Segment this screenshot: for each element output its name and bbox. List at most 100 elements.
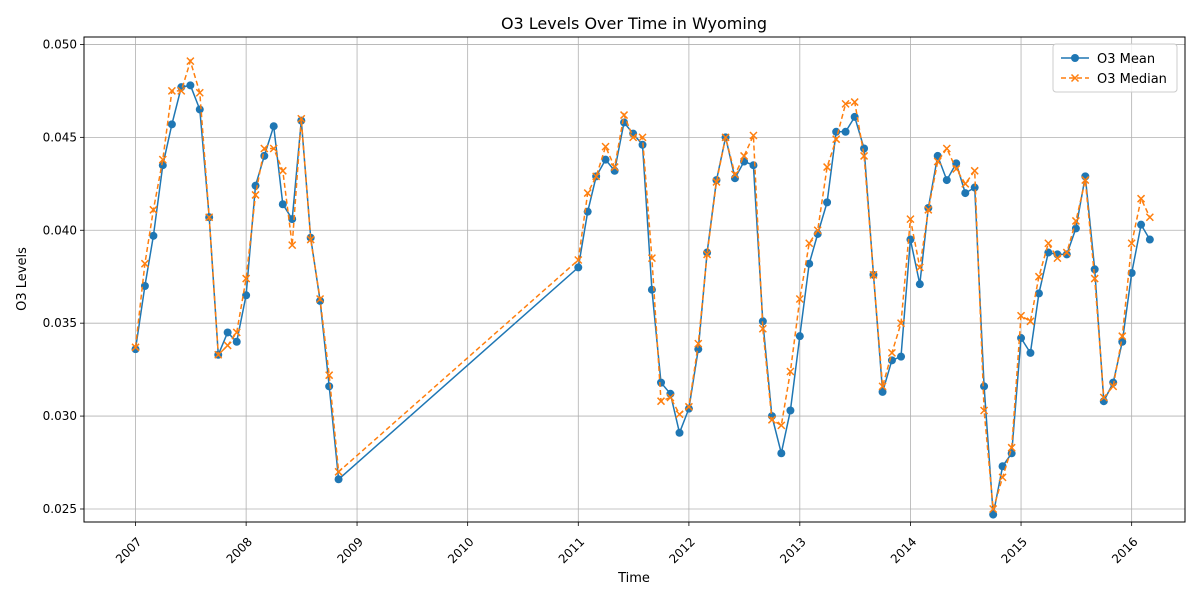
- data-point: [675, 428, 684, 437]
- data-point: [638, 133, 647, 142]
- data-point: [786, 406, 795, 415]
- data-point: [850, 112, 859, 121]
- data-point: [1145, 235, 1154, 244]
- data-point: [980, 406, 989, 415]
- data-point: [721, 133, 730, 142]
- data-point: [325, 371, 334, 380]
- y-tick-label: 0.025: [43, 502, 77, 516]
- data-point: [306, 235, 315, 244]
- data-point: [860, 144, 869, 153]
- data-point: [1137, 220, 1146, 229]
- data-point: [703, 250, 712, 259]
- data-point: [334, 467, 343, 476]
- y-axis-ticks: 0.025 0.030 0.035 0.040 0.045 0.050: [43, 37, 84, 516]
- data-point: [620, 111, 629, 120]
- data-point: [970, 183, 979, 192]
- data-point: [980, 382, 989, 391]
- data-point: [1062, 250, 1071, 259]
- data-point: [140, 259, 149, 268]
- data-point: [278, 200, 287, 209]
- y-tick-label: 0.045: [43, 130, 77, 144]
- x-axis-title: Time: [617, 571, 650, 586]
- data-point: [223, 341, 232, 350]
- data-point: [841, 99, 850, 108]
- legend: O3 Mean O3 Median: [1052, 43, 1178, 93]
- data-point: [1053, 254, 1062, 263]
- y-axis-title: O3 Levels: [15, 247, 30, 311]
- data-point: [777, 449, 786, 458]
- data-point: [869, 270, 878, 279]
- data-point: [1034, 272, 1043, 281]
- data-point: [1137, 194, 1146, 203]
- data-point: [1026, 317, 1035, 326]
- data-point: [730, 170, 739, 179]
- data-point: [288, 241, 297, 250]
- data-point: [942, 144, 951, 153]
- data-point: [795, 332, 804, 341]
- data-point: [574, 255, 583, 265]
- data-point: [1090, 274, 1099, 283]
- data-point: [924, 205, 933, 214]
- data-point: [269, 144, 278, 153]
- data-point: [620, 118, 629, 127]
- data-point: [223, 328, 232, 337]
- data-point: [167, 120, 176, 129]
- data-point: [675, 410, 684, 419]
- data-point: [1090, 265, 1099, 274]
- data-point: [805, 259, 814, 268]
- data-point: [610, 163, 619, 172]
- data-point: [1071, 216, 1080, 225]
- data-point: [260, 144, 269, 153]
- data-point: [583, 189, 592, 198]
- data-point: [897, 352, 906, 361]
- data-point: [684, 404, 693, 413]
- data-point: [1109, 382, 1118, 391]
- data-point: [574, 263, 583, 272]
- data-point: [933, 157, 942, 166]
- data-point: [887, 348, 896, 357]
- data-point: [860, 151, 869, 160]
- legend-marker-o3-median: [1070, 73, 1080, 83]
- data-point: [186, 81, 195, 90]
- data-point: [694, 345, 703, 354]
- data-point: [149, 231, 158, 240]
- data-point: [195, 88, 204, 97]
- legend-box: [1052, 43, 1178, 93]
- data-point: [989, 504, 998, 514]
- data-point: [232, 328, 241, 337]
- data-point: [970, 166, 979, 175]
- data-point: [694, 339, 703, 348]
- data-point: [1062, 248, 1071, 257]
- y-tick-label: 0.035: [43, 316, 77, 330]
- data-point: [832, 135, 841, 144]
- data-point: [592, 172, 601, 181]
- data-point: [823, 198, 832, 207]
- data-point: [703, 248, 712, 257]
- data-point: [758, 324, 767, 333]
- data-point: [269, 122, 278, 131]
- data-point: [1007, 443, 1016, 452]
- data-point: [878, 382, 887, 391]
- data-point: [186, 57, 195, 66]
- data-point: [1017, 311, 1026, 320]
- data-point: [158, 161, 167, 170]
- data-point: [786, 367, 795, 376]
- data-point: [906, 215, 915, 224]
- data-point: [897, 319, 906, 328]
- data-point: [915, 280, 924, 289]
- data-point: [841, 127, 850, 136]
- data-point: [167, 86, 176, 95]
- data-point: [251, 190, 260, 199]
- data-point: [601, 142, 610, 151]
- data-point: [740, 151, 749, 160]
- data-point: [334, 475, 343, 484]
- data-point: [158, 155, 167, 164]
- data-point: [214, 350, 223, 359]
- data-point: [297, 114, 306, 123]
- data-point: [601, 155, 610, 164]
- data-point: [1026, 348, 1035, 357]
- data-point: [666, 393, 675, 402]
- series-line-o3-median: [134, 58, 1151, 510]
- data-point: [657, 378, 666, 387]
- legend-label-o3-median: O3 Median: [1097, 72, 1167, 87]
